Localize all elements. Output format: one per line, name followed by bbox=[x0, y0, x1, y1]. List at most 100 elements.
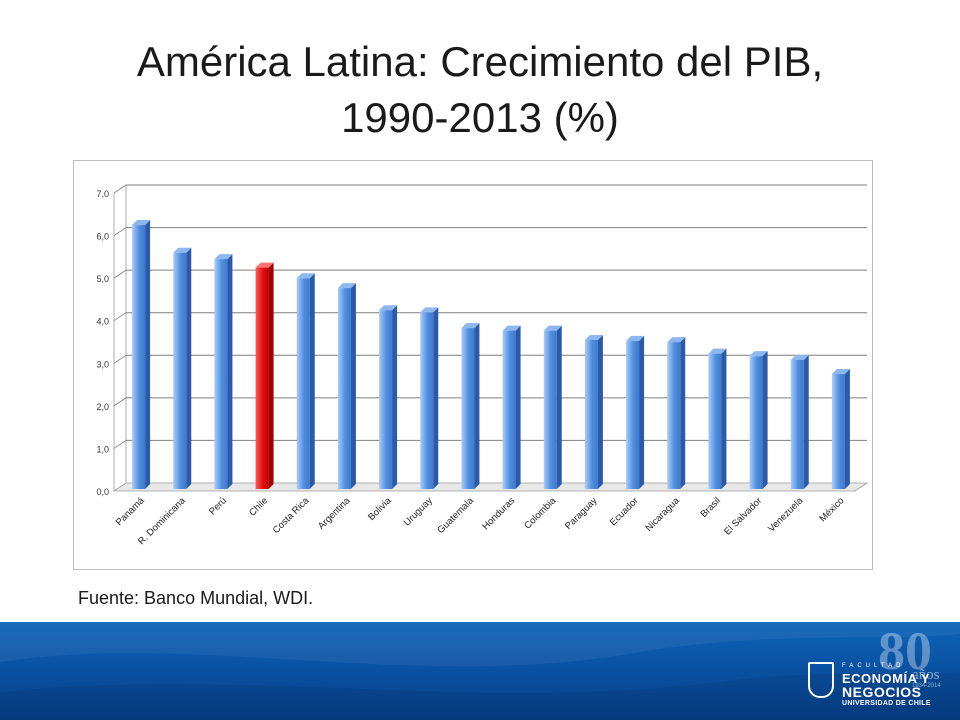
bar-side bbox=[844, 369, 850, 489]
bar-side bbox=[639, 335, 645, 489]
chart-frame: 0,0 1,0 2,0 3,0 4,0 5,0 6,0 7,0 Panamá R. Dominic… bbox=[73, 160, 873, 570]
footer-band bbox=[0, 622, 960, 720]
bar-side bbox=[392, 305, 398, 489]
bar-top bbox=[420, 307, 439, 313]
bar-top bbox=[502, 325, 521, 331]
bar-side bbox=[556, 325, 562, 489]
bar-top bbox=[132, 220, 151, 226]
bar-méxico bbox=[831, 369, 850, 489]
y-tick-label: 0,0 bbox=[96, 487, 109, 497]
gridline-side bbox=[113, 227, 127, 236]
x-tick-label: México bbox=[817, 495, 846, 524]
x-tick-label: Bolivia bbox=[366, 495, 394, 523]
bar-perú bbox=[214, 254, 233, 489]
bar-top bbox=[461, 323, 480, 329]
bar-side bbox=[803, 355, 809, 489]
bar-side bbox=[721, 348, 727, 489]
bar-front bbox=[255, 267, 269, 489]
bar-front bbox=[502, 330, 516, 489]
gridline-side bbox=[113, 269, 127, 279]
anniversary-years: 1934-2014 bbox=[912, 683, 941, 689]
bar-top bbox=[337, 283, 356, 289]
bar-venezuela bbox=[790, 355, 809, 489]
bar-front bbox=[132, 225, 146, 490]
slide-title-line2: 1990-2013 (%) bbox=[341, 94, 619, 141]
source-note: Fuente: Banco Mundial, WDI. bbox=[78, 588, 314, 608]
bar-front bbox=[214, 259, 228, 489]
bar-el-salvador bbox=[749, 351, 768, 489]
bar-ecuador bbox=[626, 335, 645, 489]
bar-top bbox=[831, 369, 850, 375]
bar-top bbox=[379, 305, 398, 311]
bar-top bbox=[626, 335, 645, 341]
bar-front bbox=[790, 360, 804, 489]
bar-side bbox=[474, 323, 480, 489]
logo-facultad: FACULTAD bbox=[842, 663, 905, 669]
university-crest-icon bbox=[808, 662, 834, 698]
x-tick-label: Nicaragua bbox=[643, 495, 682, 534]
y-tick-label: 6,0 bbox=[96, 232, 109, 242]
bar-top bbox=[543, 325, 562, 331]
bar-top bbox=[749, 351, 768, 357]
bar-side bbox=[309, 273, 315, 489]
bar-side bbox=[350, 283, 356, 489]
y-tick-label: 1,0 bbox=[96, 444, 109, 454]
y-tick-label: 4,0 bbox=[96, 317, 109, 327]
bar-front bbox=[420, 312, 434, 489]
bar-side bbox=[186, 247, 192, 489]
gridline-side bbox=[113, 312, 127, 322]
bar-top bbox=[708, 348, 727, 354]
y-tick-label: 2,0 bbox=[96, 402, 109, 412]
bar-r-dominicana bbox=[173, 247, 192, 489]
faculty-logo: FACULTAD ECONOMÍA Y NEGOCIOS UNIVERSIDAD… bbox=[808, 650, 948, 715]
slide-title: América Latina: Crecimiento del PIB, 199… bbox=[0, 34, 960, 146]
bar-uruguay bbox=[420, 307, 439, 489]
bar-guatemala bbox=[461, 323, 480, 489]
bar-costa-rica bbox=[296, 273, 315, 489]
x-tick-label: El Salvador bbox=[722, 495, 764, 537]
gridline-side bbox=[113, 397, 127, 407]
logo-universidad: UNIVERSIDAD DE CHILE bbox=[842, 700, 931, 707]
y-tick-label: 3,0 bbox=[96, 359, 109, 369]
x-tick-label: Venezuela bbox=[766, 495, 806, 535]
bar-brasil bbox=[708, 348, 727, 489]
x-tick-label: Honduras bbox=[480, 495, 517, 532]
x-tick-label: Argentina bbox=[316, 495, 353, 532]
bar-front bbox=[379, 310, 393, 489]
bar-front bbox=[626, 340, 640, 489]
x-tick-label: Perú bbox=[207, 495, 229, 517]
x-tick-label: Costa Rica bbox=[271, 495, 312, 536]
bar-front bbox=[584, 340, 598, 489]
bar-front bbox=[337, 288, 351, 489]
bar-side bbox=[597, 335, 603, 489]
bar-front bbox=[461, 328, 475, 489]
bar-top bbox=[790, 355, 809, 361]
bar-front bbox=[173, 252, 187, 489]
x-tick-label: Ecuador bbox=[608, 495, 641, 528]
bar-front bbox=[749, 356, 763, 489]
bar-front bbox=[296, 278, 310, 489]
bar-honduras bbox=[502, 325, 521, 489]
anniversary-label: años bbox=[912, 667, 940, 683]
y-tick-label: 7,0 bbox=[96, 189, 109, 199]
x-tick-label: Brasil bbox=[698, 495, 723, 520]
bar-top bbox=[667, 337, 686, 343]
x-tick-label: Colombia bbox=[522, 495, 559, 532]
bar-paraguay bbox=[584, 335, 603, 489]
bar-top bbox=[584, 335, 603, 340]
bar-top bbox=[255, 262, 274, 268]
bar-nicaragua bbox=[667, 337, 686, 489]
x-tick-label: Chile bbox=[247, 495, 270, 518]
bar-front bbox=[831, 374, 845, 489]
bar-side bbox=[680, 337, 686, 489]
bar-side bbox=[762, 351, 768, 489]
logo-negocios: NEGOCIOS bbox=[842, 684, 922, 700]
bar-top bbox=[296, 273, 315, 279]
x-tick-label: Paraguay bbox=[563, 495, 600, 532]
bar-argentina bbox=[337, 283, 356, 489]
bar-top bbox=[173, 247, 192, 253]
x-tick-label: Guatemala bbox=[435, 495, 476, 536]
bar-colombia bbox=[543, 325, 562, 489]
bar-panamá bbox=[132, 220, 151, 490]
